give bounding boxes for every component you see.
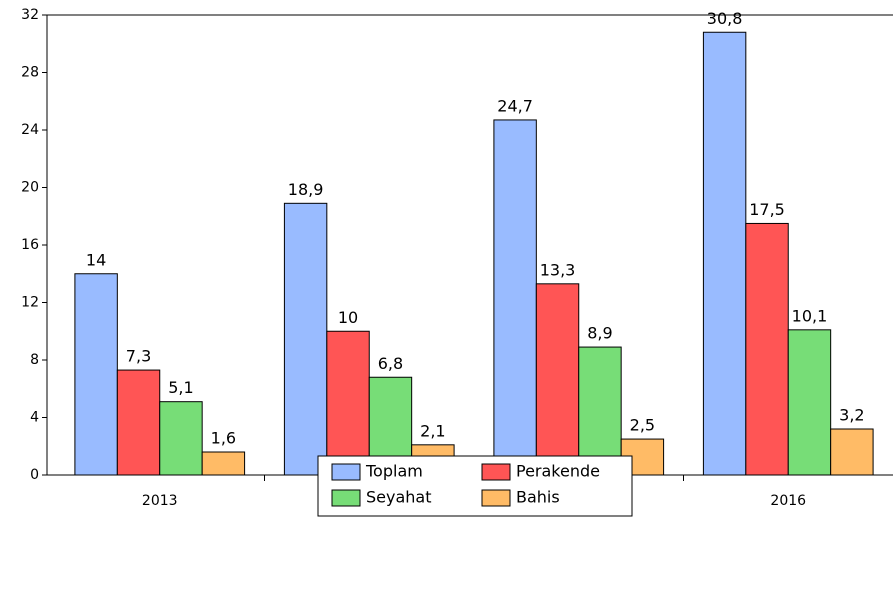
y-tick-label: 0 [30,467,39,483]
bar [830,428,874,476]
value-label: 10,1 [792,306,828,325]
value-label: 5,1 [168,378,193,397]
y-tick-label: 20 [21,180,39,196]
legend-swatch [331,489,361,507]
y-tick-label: 16 [21,237,39,253]
value-label: 8,9 [587,324,612,343]
y-tick-label: 12 [21,295,39,311]
value-label: 7,3 [126,347,151,366]
x-tick-label: 2013 [142,493,178,509]
bar [326,330,370,476]
value-label: 17,5 [749,200,785,219]
legend-label: Seyahat [366,488,432,507]
y-tick-label: 4 [30,410,39,426]
value-label: 2,1 [420,421,445,440]
value-label: 18,9 [288,180,324,199]
legend-label: Toplam [365,462,423,481]
value-label: 24,7 [497,96,533,115]
legend-swatch [331,463,361,481]
value-label: 6,8 [378,354,403,373]
y-tick-label: 28 [21,65,39,81]
bar [283,202,328,476]
bar [578,346,622,476]
value-label: 30,8 [707,9,743,28]
legend-swatch [481,463,511,481]
value-label: 14 [86,250,106,269]
value-label: 2,5 [630,416,655,435]
legend-box [317,455,633,517]
y-tick-label: 32 [21,7,39,23]
value-label: 1,6 [211,429,236,448]
value-label: 13,3 [540,260,576,279]
value-label: 3,2 [839,406,864,425]
legend-label: Perakende [516,462,600,481]
bar [493,119,537,476]
y-tick-label: 8 [30,352,39,368]
bar [74,273,118,476]
y-tick-label: 24 [21,122,39,138]
legend-label: Bahis [516,488,560,507]
bar [201,451,246,476]
legend-swatch [481,489,511,507]
bar [787,329,832,476]
value-label: 10 [338,308,358,327]
bar [116,369,161,476]
bar [745,222,789,476]
bar [535,283,580,476]
x-tick-label: 2016 [770,493,806,509]
bar [159,401,203,476]
bar [702,31,747,476]
